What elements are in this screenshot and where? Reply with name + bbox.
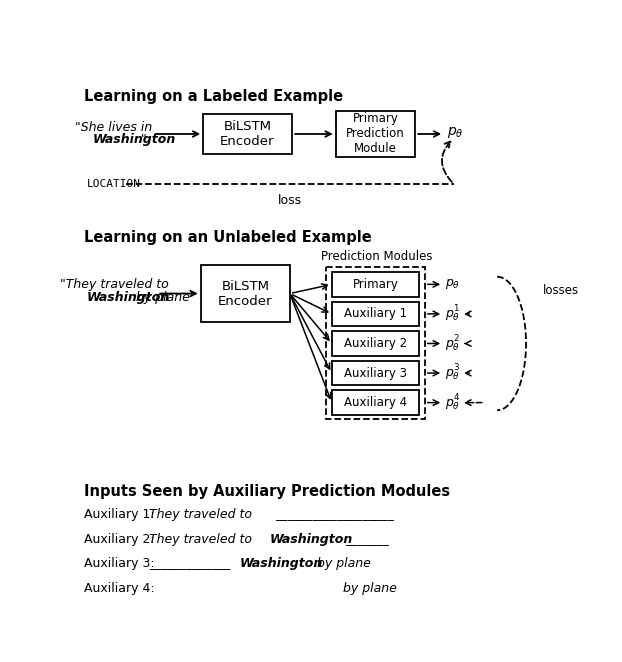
FancyBboxPatch shape: [332, 331, 419, 355]
FancyBboxPatch shape: [332, 272, 419, 297]
Text: They traveled to: They traveled to: [149, 508, 252, 521]
Text: $p_{\theta}^{1}$: $p_{\theta}^{1}$: [445, 304, 460, 324]
Text: Auxiliary 4: Auxiliary 4: [344, 396, 407, 409]
Text: _______: _______: [345, 533, 389, 545]
Text: $p_{\theta}$: $p_{\theta}$: [447, 125, 463, 140]
Text: Auxiliary 4:: Auxiliary 4:: [83, 581, 154, 594]
Text: by plane: by plane: [343, 581, 397, 594]
Text: "They traveled to: "They traveled to: [60, 278, 169, 291]
FancyBboxPatch shape: [332, 391, 419, 415]
Text: $p_{\theta}^{2}$: $p_{\theta}^{2}$: [445, 334, 460, 354]
Text: Washington: Washington: [92, 133, 175, 146]
Text: by plane: by plane: [317, 557, 371, 570]
Text: Auxiliary 2:: Auxiliary 2:: [83, 533, 154, 545]
Text: "She lives in: "She lives in: [75, 121, 152, 134]
Text: losses: losses: [543, 285, 579, 297]
Text: Washington: Washington: [269, 533, 353, 545]
Text: BiLSTM
Encoder: BiLSTM Encoder: [218, 279, 272, 308]
Text: Prediction Modules: Prediction Modules: [321, 250, 432, 263]
Text: by plane": by plane": [136, 291, 195, 304]
Text: Washington: Washington: [86, 291, 170, 304]
Text: .": .": [137, 133, 147, 146]
Text: Auxiliary 3:: Auxiliary 3:: [83, 557, 154, 570]
Text: $p_{\theta}$: $p_{\theta}$: [445, 277, 460, 291]
FancyBboxPatch shape: [332, 302, 419, 326]
Text: Learning on an Unlabeled Example: Learning on an Unlabeled Example: [83, 230, 371, 245]
Text: Learning on a Labeled Example: Learning on a Labeled Example: [83, 89, 343, 104]
Text: $p_{\theta}^{3}$: $p_{\theta}^{3}$: [445, 363, 460, 383]
FancyBboxPatch shape: [326, 267, 425, 419]
Text: Auxiliary 3: Auxiliary 3: [344, 367, 407, 379]
Text: Primary: Primary: [353, 278, 398, 291]
Text: Auxiliary 1: Auxiliary 1: [344, 307, 407, 320]
Text: Washington: Washington: [239, 557, 322, 570]
FancyBboxPatch shape: [203, 114, 292, 154]
Text: _____________: _____________: [149, 557, 230, 570]
FancyBboxPatch shape: [201, 265, 290, 322]
Text: They traveled to: They traveled to: [149, 533, 252, 545]
Text: Auxiliary 1:: Auxiliary 1:: [83, 508, 154, 521]
FancyBboxPatch shape: [336, 111, 415, 157]
Text: ___________________: ___________________: [276, 508, 394, 521]
Text: Primary
Prediction
Module: Primary Prediction Module: [346, 113, 405, 156]
Text: LOCATION: LOCATION: [86, 179, 141, 189]
Text: BiLSTM
Encoder: BiLSTM Encoder: [220, 120, 275, 148]
Text: loss: loss: [278, 194, 302, 207]
FancyBboxPatch shape: [332, 361, 419, 385]
Text: Auxiliary 2: Auxiliary 2: [344, 337, 407, 350]
Text: Inputs Seen by Auxiliary Prediction Modules: Inputs Seen by Auxiliary Prediction Modu…: [83, 484, 450, 498]
Text: $p_{\theta}^{4}$: $p_{\theta}^{4}$: [445, 393, 461, 412]
